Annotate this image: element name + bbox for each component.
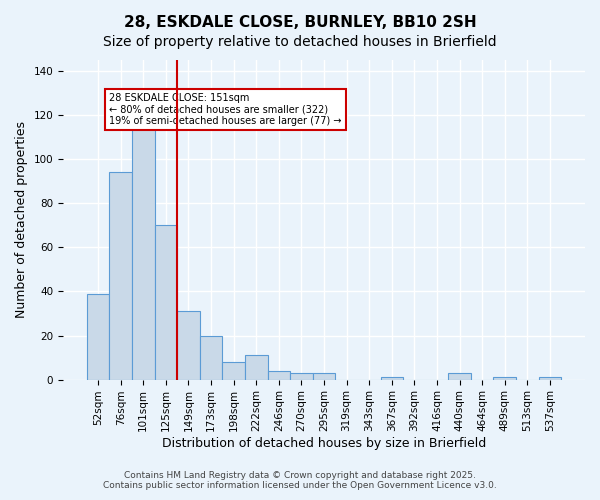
Bar <box>132 93 155 380</box>
Bar <box>539 378 561 380</box>
Bar <box>177 312 200 380</box>
X-axis label: Distribution of detached houses by size in Brierfield: Distribution of detached houses by size … <box>162 437 486 450</box>
Y-axis label: Number of detached properties: Number of detached properties <box>15 122 28 318</box>
Bar <box>268 371 290 380</box>
Text: 28, ESKDALE CLOSE, BURNLEY, BB10 2SH: 28, ESKDALE CLOSE, BURNLEY, BB10 2SH <box>124 15 476 30</box>
Bar <box>448 373 471 380</box>
Bar <box>87 294 109 380</box>
Bar <box>493 378 516 380</box>
Bar <box>245 356 268 380</box>
Bar <box>109 172 132 380</box>
Bar <box>380 378 403 380</box>
Bar <box>313 373 335 380</box>
Bar <box>155 226 177 380</box>
Text: Contains HM Land Registry data © Crown copyright and database right 2025.
Contai: Contains HM Land Registry data © Crown c… <box>103 470 497 490</box>
Bar <box>290 373 313 380</box>
Text: Size of property relative to detached houses in Brierfield: Size of property relative to detached ho… <box>103 35 497 49</box>
Bar <box>223 362 245 380</box>
Bar <box>200 336 223 380</box>
Text: 28 ESKDALE CLOSE: 151sqm
← 80% of detached houses are smaller (322)
19% of semi-: 28 ESKDALE CLOSE: 151sqm ← 80% of detach… <box>109 93 342 126</box>
